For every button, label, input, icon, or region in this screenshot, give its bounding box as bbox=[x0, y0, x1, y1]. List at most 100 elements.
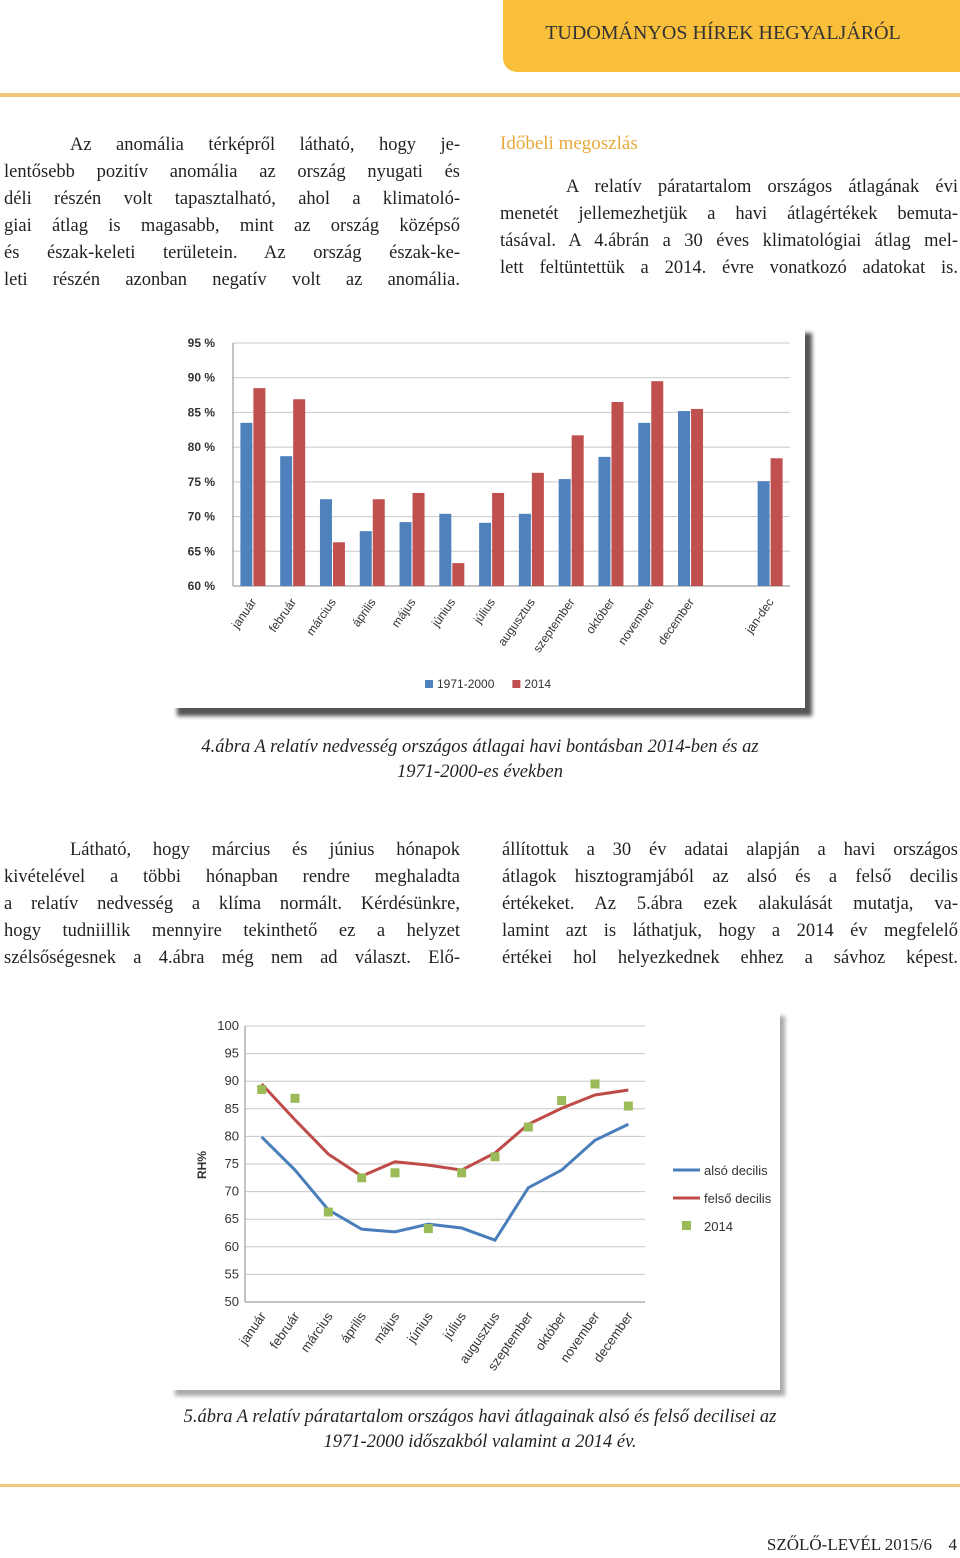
x-tick-label: április bbox=[337, 1309, 369, 1346]
x-tick-label: december bbox=[655, 596, 697, 648]
chart-frame: 50 55 60 65 70 75 80 85 90 95 100 alsó decilis felső… bbox=[170, 1010, 780, 1390]
marker bbox=[457, 1168, 467, 1178]
legend-label: 1971-2000 bbox=[437, 677, 495, 691]
text-line: értékeket. Az 5.ábra ezek alakulását mut… bbox=[502, 894, 958, 914]
y-tick-label: 90 % bbox=[188, 371, 216, 385]
y-tick-label: 50 bbox=[225, 1294, 239, 1309]
marker bbox=[323, 1207, 333, 1217]
text-line: és észak-keleti területein. Az ország és… bbox=[4, 243, 460, 263]
text-line: kivételével a többi hónapban rendre megh… bbox=[4, 867, 460, 887]
y-tick-label: 65 % bbox=[188, 544, 216, 558]
legend-label: felső decilis bbox=[704, 1191, 772, 1206]
legend-swatch bbox=[512, 680, 521, 688]
bar bbox=[253, 388, 266, 586]
bar bbox=[399, 522, 412, 586]
x-tick-label: február bbox=[266, 596, 299, 635]
marker bbox=[623, 1101, 633, 1111]
bar bbox=[479, 522, 492, 586]
text-line: déli részén volt tapasztalható, ahol a k… bbox=[4, 189, 460, 209]
legend-swatch bbox=[682, 1221, 691, 1230]
bar bbox=[518, 513, 531, 586]
marker bbox=[590, 1079, 600, 1089]
text-line: menetét jellemezhetjük a havi átlagérték… bbox=[500, 204, 958, 224]
x-tick-label: március bbox=[303, 596, 339, 638]
bar bbox=[691, 408, 704, 586]
bar bbox=[757, 481, 770, 586]
bar bbox=[293, 399, 306, 586]
bar bbox=[372, 499, 385, 586]
header-box bbox=[503, 0, 960, 72]
text-line: A relatív páratartalom országos átlagána… bbox=[566, 177, 958, 197]
caption-line: 4.ábra A relatív nedvesség országos átla… bbox=[201, 737, 759, 757]
marker bbox=[423, 1224, 433, 1234]
section-text: A relatív páratartalom országos átlagána… bbox=[500, 174, 958, 282]
y-tick-label: 85 % bbox=[188, 405, 216, 419]
marker bbox=[290, 1093, 300, 1103]
x-tick-label: augusztus bbox=[495, 596, 538, 649]
bar bbox=[678, 411, 691, 586]
footer-page: 4 bbox=[948, 1535, 958, 1554]
y-tick-label: 100 bbox=[217, 1018, 239, 1033]
legend-label: 2014 bbox=[704, 1219, 733, 1234]
caption-line: 1971-2000 időszakból valamint a 2014 év. bbox=[323, 1432, 637, 1452]
x-tick-label: október bbox=[583, 596, 617, 637]
y-tick-label: 85 bbox=[225, 1101, 239, 1116]
legend-swatch bbox=[425, 680, 433, 688]
caption-line: 1971-2000-es években bbox=[397, 762, 563, 782]
line-chart: 50 55 60 65 70 75 80 85 90 95 100 alsó decilis felső… bbox=[195, 1018, 772, 1373]
x-tick-label: november bbox=[615, 596, 657, 648]
bar bbox=[571, 435, 584, 586]
text-line: állítottuk a 30 év adatai alapján a havi… bbox=[502, 840, 958, 860]
y-axis-label: RH% bbox=[195, 1151, 209, 1179]
y-tick-label: 80 % bbox=[188, 440, 216, 454]
bar bbox=[770, 458, 783, 586]
text-line: értékei hol helyezkednek ehhez a sávhoz … bbox=[502, 948, 958, 968]
y-tick-label: 80 bbox=[225, 1128, 239, 1143]
bar bbox=[531, 472, 544, 586]
legend-label: 2014 bbox=[524, 677, 551, 691]
x-tick-label: március bbox=[297, 1309, 336, 1355]
bar-chart: 60 % 65 % 70 % 75 % 80 % 85 % 90 % 95 % január fe… bbox=[188, 336, 790, 691]
header-title: TUDOMÁNYOS HÍREK HEGYALJÁRÓL bbox=[545, 22, 901, 44]
bar bbox=[611, 402, 624, 586]
y-tick-label: 95 bbox=[225, 1046, 239, 1061]
marker bbox=[557, 1096, 567, 1106]
x-tick-label: április bbox=[349, 596, 378, 630]
bar bbox=[638, 422, 651, 586]
y-tick-label: 70 % bbox=[188, 510, 216, 524]
text-line: leti részén azonban negatív volt az anom… bbox=[4, 270, 460, 290]
x-tick-label: január bbox=[236, 1309, 270, 1349]
y-tick-label: 55 bbox=[225, 1266, 239, 1281]
text-line: Látható, hogy március és június hónapok bbox=[70, 840, 460, 860]
x-tick-label: május bbox=[389, 596, 419, 630]
text-line: tásával. A 4.ábrán a 30 éves klimatológi… bbox=[500, 231, 958, 251]
y-tick-label: 60 % bbox=[188, 579, 216, 593]
body-left: Látható, hogy március és június hónapok k… bbox=[4, 837, 460, 972]
x-tick-label: június bbox=[428, 596, 458, 631]
marker bbox=[257, 1084, 267, 1094]
text-line: lentősebb pozitív anomália az ország nyu… bbox=[4, 162, 460, 182]
y-tick-label: 95 % bbox=[188, 336, 216, 350]
bar bbox=[240, 422, 253, 586]
rule bbox=[0, 93, 960, 97]
y-tick-label: 70 bbox=[225, 1184, 239, 1199]
bar bbox=[359, 531, 372, 586]
bar bbox=[412, 492, 425, 586]
marker bbox=[357, 1173, 367, 1183]
caption: 5.ábra A relatív páratartalom országos h… bbox=[80, 1405, 880, 1455]
caption: 4.ábra A relatív nedvesség országos átla… bbox=[100, 735, 860, 785]
marker bbox=[523, 1122, 533, 1132]
y-tick-label: 75 % bbox=[188, 475, 216, 489]
footer-publication: SZŐLŐ-LEVÉL 2015/6 bbox=[766, 1535, 932, 1554]
bar bbox=[558, 479, 571, 586]
text-line: átlagok hisztogramjából az alsó és a fel… bbox=[502, 867, 958, 887]
line bbox=[260, 1082, 629, 1178]
text-line: hogy tudniillik mennyire tekinthető ez a… bbox=[4, 921, 460, 941]
y-tick-label: 60 bbox=[225, 1239, 239, 1254]
caption-line: 5.ábra A relatív páratartalom országos h… bbox=[183, 1407, 777, 1427]
y-tick-label: 65 bbox=[225, 1211, 239, 1226]
y-tick-label: 75 bbox=[225, 1156, 239, 1171]
marker bbox=[490, 1152, 500, 1162]
bar bbox=[332, 542, 345, 586]
